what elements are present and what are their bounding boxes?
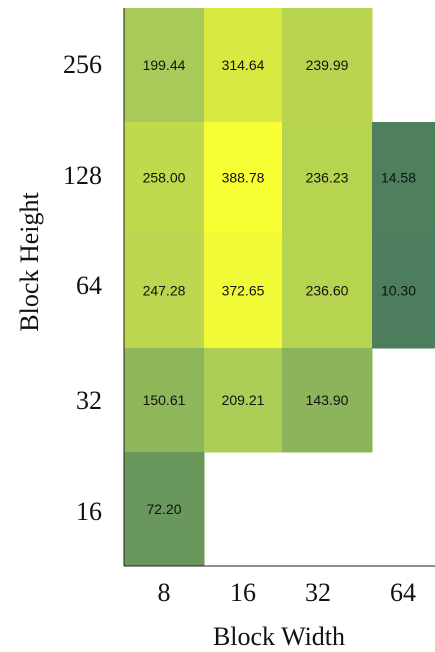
heatmap-cells — [124, 8, 435, 567]
heatmap-cell-8-32 — [124, 348, 205, 453]
heatmap-cell-32-256 — [282, 8, 373, 123]
heatmap-cell-16-32 — [204, 348, 283, 453]
heatmap-cell-16-256 — [204, 8, 283, 123]
heatmap-cell-32-64 — [282, 233, 373, 349]
cell-value-label: 247.28 — [143, 283, 186, 299]
y-tick-label: 32 — [76, 386, 102, 415]
cell-value-label: 150.61 — [143, 392, 186, 408]
y-tick-label: 64 — [76, 271, 102, 300]
cell-value-label: 209.21 — [222, 392, 265, 408]
heatmap-cell-8-128 — [124, 122, 205, 234]
heatmap-cell-32-32 — [282, 348, 373, 453]
cell-value-label: 14.58 — [381, 170, 416, 186]
heatmap-cell-16-64 — [204, 233, 283, 349]
x-tick-label: 16 — [230, 578, 256, 607]
heatmap-cell-64-64 — [372, 233, 435, 349]
cell-value-label: 258.00 — [143, 170, 186, 186]
cell-value-label: 388.78 — [222, 170, 265, 186]
y-tick-label: 16 — [76, 497, 102, 526]
cell-value-label: 236.23 — [306, 170, 349, 186]
heatmap-cell-32-128 — [282, 122, 373, 234]
y-tick-label: 256 — [63, 50, 102, 79]
x-axis-title: Block Width — [213, 622, 345, 651]
cell-value-label: 199.44 — [143, 57, 186, 73]
x-tick-labels: 8 16 32 64 — [158, 578, 417, 607]
cell-value-label: 72.20 — [146, 501, 181, 517]
cell-value-label: 236.60 — [306, 283, 349, 299]
x-tick-label: 64 — [390, 578, 416, 607]
heatmap-cell-8-64 — [124, 233, 205, 349]
x-tick-label: 8 — [158, 578, 171, 607]
y-tick-labels: 256 128 64 32 16 — [63, 50, 102, 526]
heatmap-cell-16-128 — [204, 122, 283, 234]
cell-value-label: 314.64 — [222, 57, 265, 73]
axes — [123, 8, 435, 567]
y-tick-label: 128 — [63, 161, 102, 190]
cell-value-labels: 199.44 314.64 239.99 258.00 388.78 236.23 14.5… — [143, 57, 417, 517]
heatmap-cell-8-16 — [124, 452, 205, 567]
heatmap-cell-64-128 — [372, 122, 435, 234]
y-axis-title: Block Height — [15, 192, 44, 332]
cell-value-label: 372.65 — [222, 283, 265, 299]
cell-value-label: 239.99 — [306, 57, 349, 73]
cell-value-label: 143.90 — [306, 392, 349, 408]
cell-value-label: 10.30 — [381, 283, 416, 299]
x-tick-label: 32 — [305, 578, 331, 607]
heatmap-cell-8-256 — [124, 8, 205, 123]
